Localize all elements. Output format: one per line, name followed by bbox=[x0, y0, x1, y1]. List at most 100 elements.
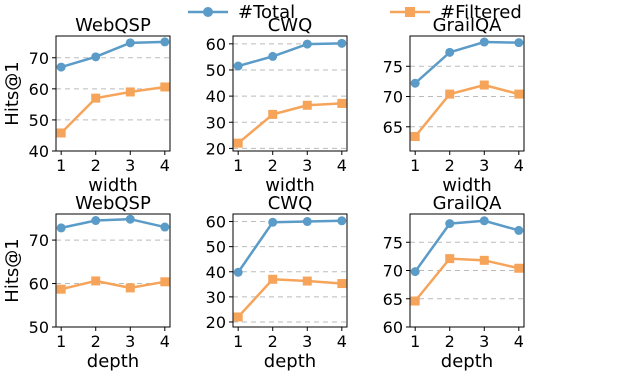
data-point bbox=[514, 225, 524, 235]
data-point bbox=[233, 312, 243, 322]
x-tick-label: 3 bbox=[125, 332, 135, 351]
series-filtered bbox=[56, 276, 170, 294]
y-tick-label: 75 bbox=[383, 233, 403, 252]
y-tick-label: 20 bbox=[206, 313, 226, 332]
series-total bbox=[56, 37, 170, 72]
data-point bbox=[125, 214, 135, 224]
data-point bbox=[125, 283, 135, 293]
legend-label: #Total bbox=[238, 2, 295, 23]
x-tick-label: 2 bbox=[91, 332, 101, 351]
data-point bbox=[514, 38, 524, 48]
series-total bbox=[410, 37, 524, 88]
x-tick-label: 4 bbox=[160, 156, 170, 175]
series-line bbox=[60, 40, 165, 69]
x-tick-label: 2 bbox=[445, 156, 455, 175]
y-tick-label: 75 bbox=[383, 57, 403, 76]
y-axis-label: Hits@1 bbox=[2, 238, 23, 302]
data-point bbox=[410, 296, 420, 306]
x-tick-label: 4 bbox=[160, 332, 170, 351]
x-tick-label: 4 bbox=[337, 332, 347, 351]
data-point bbox=[514, 89, 524, 99]
data-point bbox=[337, 279, 347, 289]
x-tick-label: 3 bbox=[302, 156, 312, 175]
series-line bbox=[237, 278, 342, 318]
series-total bbox=[233, 216, 347, 277]
y-tick-label: 40 bbox=[206, 263, 226, 282]
series-total bbox=[233, 38, 347, 71]
series-total bbox=[56, 214, 170, 233]
x-tick-label: 3 bbox=[125, 156, 135, 175]
axes-frame bbox=[232, 213, 348, 328]
data-point bbox=[160, 277, 170, 287]
axes-frame bbox=[55, 35, 171, 152]
x-tick-label: 2 bbox=[268, 332, 278, 351]
x-tick-label: 3 bbox=[479, 156, 489, 175]
panel-title: GrailQA bbox=[433, 15, 503, 36]
legend-marker bbox=[203, 7, 213, 17]
data-point bbox=[268, 217, 278, 227]
chart-panel-1: 40 50 60 70 1 2 3 4 WebQSP width Hits@1 bbox=[2, 15, 171, 196]
x-tick-label: 1 bbox=[233, 156, 243, 175]
x-tick-label: 2 bbox=[91, 156, 101, 175]
y-tick-label: 30 bbox=[206, 113, 226, 132]
y-tick-label: 60 bbox=[206, 35, 226, 54]
series-line bbox=[237, 102, 342, 145]
data-point bbox=[56, 223, 66, 233]
panel-title: CWQ bbox=[268, 15, 313, 36]
data-point bbox=[160, 82, 170, 92]
data-point bbox=[302, 276, 312, 286]
y-tick-label: 30 bbox=[206, 288, 226, 307]
x-axis-label: depth bbox=[87, 351, 139, 372]
data-point bbox=[91, 52, 101, 62]
data-point bbox=[302, 217, 312, 227]
data-point bbox=[160, 222, 170, 232]
data-point bbox=[233, 138, 243, 148]
data-point bbox=[514, 263, 524, 273]
x-tick-label: 1 bbox=[410, 332, 420, 351]
data-point bbox=[125, 38, 135, 48]
y-tick-label: 60 bbox=[29, 275, 49, 294]
data-point bbox=[125, 87, 135, 97]
series-line bbox=[414, 219, 520, 273]
data-point bbox=[337, 98, 347, 108]
series-line bbox=[414, 83, 520, 138]
data-point bbox=[302, 100, 312, 110]
x-tick-label: 1 bbox=[410, 156, 420, 175]
y-tick-label: 70 bbox=[383, 262, 403, 281]
axes-frame bbox=[409, 35, 525, 152]
data-point bbox=[91, 216, 101, 226]
series-line bbox=[60, 85, 165, 134]
data-point bbox=[268, 109, 278, 119]
y-tick-label: 20 bbox=[206, 139, 226, 158]
data-point bbox=[410, 78, 420, 88]
chart-panel-6: 60 65 70 75 1 2 3 4 GrailQA depth bbox=[383, 193, 525, 372]
series-line bbox=[237, 42, 342, 68]
x-tick-label: 3 bbox=[302, 332, 312, 351]
y-tick-label: 70 bbox=[383, 88, 403, 107]
data-point bbox=[445, 89, 455, 99]
data-point bbox=[302, 39, 312, 49]
y-tick-label: 50 bbox=[206, 61, 226, 80]
x-axis-label: width bbox=[88, 175, 138, 196]
series-line bbox=[414, 40, 519, 85]
data-point bbox=[479, 37, 489, 47]
y-tick-label: 60 bbox=[29, 80, 49, 99]
data-point bbox=[445, 47, 455, 57]
legend-entry-total: #Total bbox=[188, 2, 295, 23]
x-tick-label: 4 bbox=[514, 332, 524, 351]
y-tick-label: 40 bbox=[206, 87, 226, 106]
data-point bbox=[233, 267, 243, 277]
series-filtered bbox=[410, 254, 524, 306]
data-point bbox=[479, 80, 489, 90]
series-line bbox=[60, 279, 166, 291]
series-line bbox=[414, 257, 520, 302]
y-tick-label: 70 bbox=[29, 231, 49, 250]
panel-title: WebQSP bbox=[75, 193, 151, 214]
data-point bbox=[479, 255, 489, 265]
axes-frame bbox=[232, 35, 348, 152]
series-filtered bbox=[233, 274, 347, 322]
chart-panel-3: 65 70 75 1 2 3 4 GrailQA width bbox=[383, 15, 525, 196]
legend-entry-filtered: #Filtered bbox=[390, 2, 522, 23]
